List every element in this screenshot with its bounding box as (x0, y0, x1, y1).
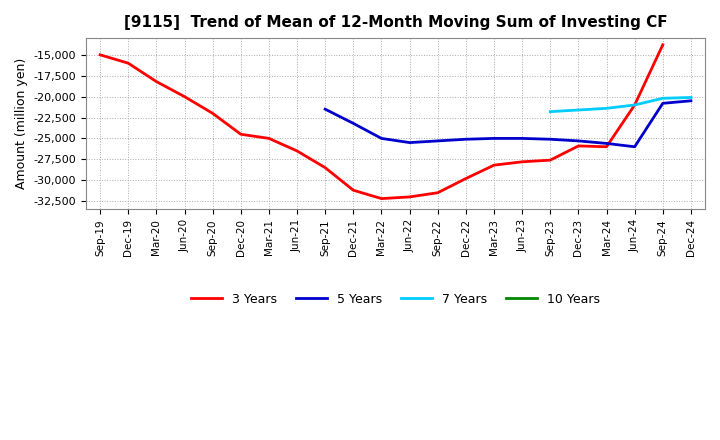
3 Years (433, 190, 442, 195)
5 Years (405, 140, 414, 145)
3 Years (462, 176, 470, 181)
Line: 3 Years: 3 Years (100, 45, 663, 198)
3 Years (321, 165, 330, 170)
5 Years (377, 136, 386, 141)
3 Years (349, 187, 358, 193)
3 Years (377, 196, 386, 201)
3 Years (574, 143, 582, 149)
3 Years (293, 148, 302, 154)
5 Years (433, 138, 442, 143)
5 Years (321, 106, 330, 112)
5 Years (518, 136, 526, 141)
3 Years (490, 162, 498, 168)
Line: 5 Years: 5 Years (325, 101, 691, 147)
3 Years (124, 61, 132, 66)
3 Years (659, 42, 667, 48)
3 Years (630, 103, 639, 108)
5 Years (602, 141, 611, 146)
3 Years (518, 159, 526, 165)
5 Years (349, 121, 358, 126)
5 Years (687, 98, 696, 103)
Legend: 3 Years, 5 Years, 7 Years, 10 Years: 3 Years, 5 Years, 7 Years, 10 Years (186, 288, 606, 311)
5 Years (490, 136, 498, 141)
3 Years (602, 144, 611, 150)
3 Years (208, 111, 217, 116)
Title: [9115]  Trend of Mean of 12-Month Moving Sum of Investing CF: [9115] Trend of Mean of 12-Month Moving … (124, 15, 667, 30)
7 Years (602, 106, 611, 111)
3 Years (546, 158, 554, 163)
3 Years (96, 52, 104, 58)
5 Years (574, 138, 582, 143)
7 Years (574, 107, 582, 113)
7 Years (687, 95, 696, 100)
7 Years (659, 95, 667, 101)
5 Years (462, 136, 470, 142)
5 Years (630, 144, 639, 150)
3 Years (180, 94, 189, 99)
5 Years (659, 101, 667, 106)
5 Years (546, 136, 554, 142)
3 Years (152, 79, 161, 84)
Y-axis label: Amount (million yen): Amount (million yen) (15, 58, 28, 189)
3 Years (264, 136, 273, 141)
Line: 7 Years: 7 Years (550, 97, 691, 112)
3 Years (236, 132, 245, 137)
3 Years (405, 194, 414, 200)
7 Years (630, 103, 639, 108)
7 Years (546, 109, 554, 114)
